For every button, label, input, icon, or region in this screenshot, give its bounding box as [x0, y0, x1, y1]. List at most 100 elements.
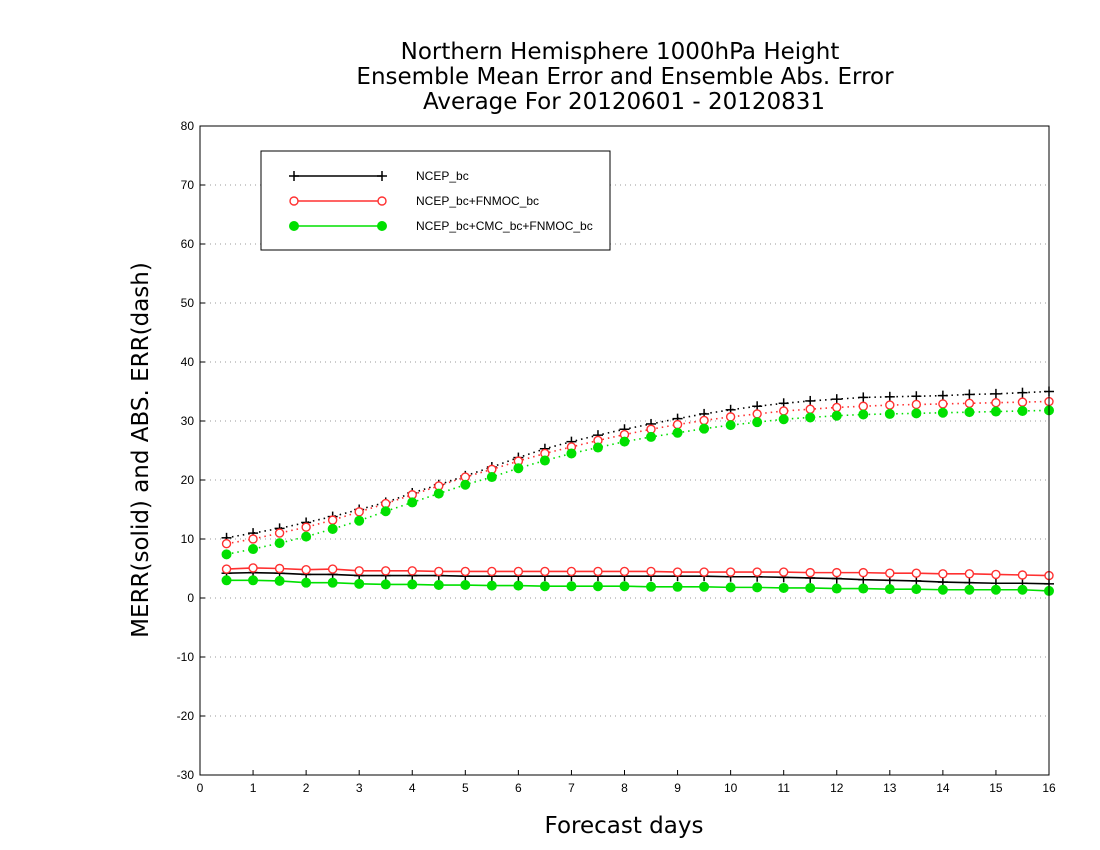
abs-err-point: [566, 448, 577, 459]
merr-point: [937, 584, 948, 595]
x-tick-label: 16: [1042, 781, 1056, 795]
y-tick-label: -20: [177, 709, 195, 723]
abs-err-point: [858, 392, 869, 403]
merr-point: [646, 566, 656, 577]
abs-err-point: [274, 528, 285, 538]
merr-point: [248, 563, 258, 573]
title-line-3: Average For 20120601 - 20120831: [423, 89, 825, 115]
legend-entry-1: NCEP_bc+FNMOC_bc: [289, 194, 539, 208]
merr-point: [566, 566, 577, 577]
x-axis-label: Forecast days: [545, 813, 704, 839]
abs-err-point: [1017, 387, 1028, 398]
abs-err-point: [990, 388, 1001, 399]
legend-label: NCEP_bc: [416, 169, 469, 183]
merr-point: [858, 583, 869, 594]
merr-point: [1017, 570, 1028, 580]
abs-err-point: [885, 400, 895, 410]
legend-marker: [289, 196, 299, 206]
y-axis-label: MERR(solid) and ABS. ERR(dash): [128, 262, 154, 638]
abs-err-point: [805, 395, 816, 406]
y-tick-label: 10: [181, 532, 195, 546]
y-tick-label: 70: [181, 178, 195, 192]
merr-point: [327, 564, 338, 574]
merr-point: [513, 580, 524, 591]
x-tick-label: 14: [936, 781, 950, 795]
y-tick-label: 60: [181, 237, 195, 251]
x-tick-label: 8: [621, 781, 628, 795]
legend-label: NCEP_bc+CMC_bc+FNMOC_bc: [416, 219, 593, 233]
y-tick-label: 0: [187, 591, 194, 605]
title-line-1: Northern Hemisphere 1000hPa Height: [401, 39, 840, 65]
merr-point: [486, 580, 497, 591]
abs-err-point: [486, 472, 497, 483]
abs-err-point: [964, 398, 975, 408]
y-tick-label: 30: [181, 414, 195, 428]
x-tick-label: 5: [462, 781, 469, 795]
series-layer: [221, 386, 1054, 596]
y-tick-label: 50: [181, 296, 195, 310]
merr-point: [991, 569, 1001, 580]
abs-err-point: [725, 420, 736, 431]
abs-err-point: [911, 399, 922, 410]
merr-point: [381, 566, 391, 576]
abs-err-point: [991, 398, 1001, 408]
abs-err-point: [646, 431, 657, 442]
abs-err-point: [858, 401, 868, 411]
x-tick-label: 0: [197, 781, 204, 795]
merr-point: [407, 566, 417, 576]
merr-point: [699, 567, 709, 577]
abs-err-point: [778, 414, 789, 425]
abs-err-point: [354, 507, 364, 517]
y-tick-label: 20: [181, 473, 195, 487]
abs-err-line: [226, 409, 1050, 556]
merr-point: [884, 584, 895, 595]
merr-line: [226, 571, 1050, 585]
merr-point: [832, 567, 842, 578]
x-tick-label: 9: [674, 781, 681, 795]
abs-err-point: [725, 412, 736, 422]
abs-err-point: [539, 455, 550, 466]
x-tick-label: 7: [568, 781, 575, 795]
merr-point: [805, 567, 815, 578]
legend-entry-0: NCEP_bc: [289, 169, 469, 183]
merr-point: [619, 566, 630, 577]
merr-point: [380, 579, 391, 590]
merr-point: [301, 564, 311, 575]
series-2: [221, 405, 1054, 596]
merr-point: [699, 581, 710, 592]
y-tick-label: -10: [177, 650, 195, 664]
x-tick-label: 3: [356, 781, 363, 795]
merr-point: [487, 566, 497, 577]
legend-entry-2: NCEP_bc+CMC_bc+FNMOC_bc: [289, 219, 593, 233]
abs-err-point: [937, 407, 948, 418]
merr-point: [725, 567, 736, 577]
abs-err-point: [672, 419, 683, 430]
chart-title: Northern Hemisphere 1000hPa Height Ensem…: [356, 39, 894, 115]
merr-point: [566, 581, 577, 592]
abs-err-point: [301, 531, 312, 542]
merr-point: [433, 580, 444, 591]
merr-point: [831, 583, 842, 594]
abs-err-point: [884, 408, 895, 419]
merr-point: [778, 582, 789, 593]
merr-point: [221, 575, 232, 586]
merr-point: [725, 582, 736, 593]
abs-err-point: [221, 549, 232, 560]
abs-err-point: [938, 399, 948, 409]
abs-err-point: [990, 406, 1001, 417]
legend-marker: [289, 221, 299, 231]
merr-point: [964, 584, 975, 595]
merr-point: [327, 577, 338, 588]
abs-err-point: [354, 515, 365, 526]
merr-point: [752, 567, 762, 577]
y-tick-label: -30: [177, 768, 195, 782]
abs-err-point: [433, 488, 444, 499]
abs-err-point: [752, 409, 762, 419]
abs-err-point: [248, 544, 259, 555]
merr-point: [752, 582, 763, 593]
abs-err-point: [831, 410, 842, 421]
x-tick-label: 13: [883, 781, 897, 795]
x-tick-label: 2: [303, 781, 310, 795]
merr-point: [672, 567, 683, 577]
